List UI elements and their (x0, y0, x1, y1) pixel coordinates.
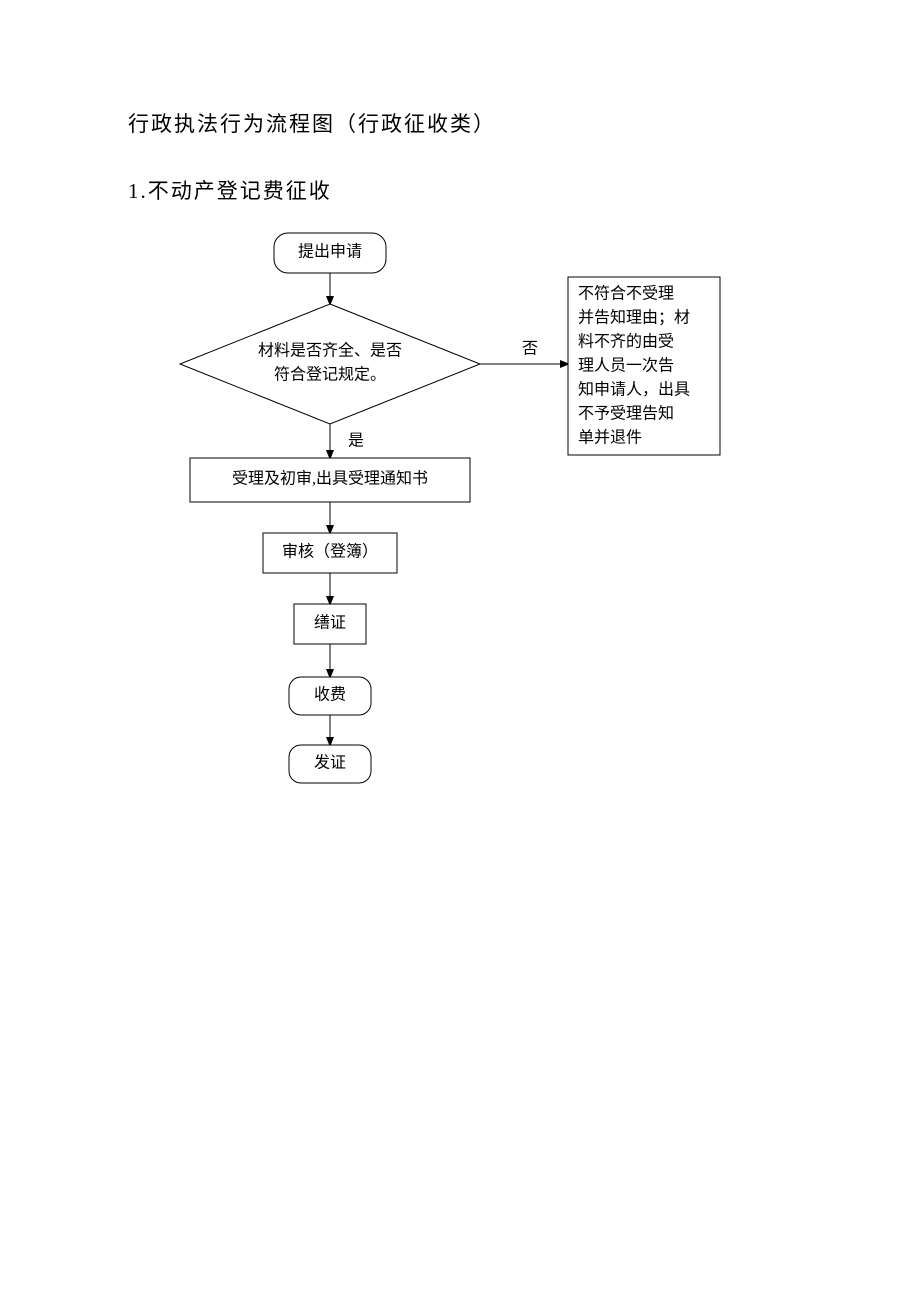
node-text-review-0: 审核（登簿） (282, 543, 378, 561)
node-text-reject-4: 知申请人，出具 (578, 381, 690, 399)
node-reject: 不符合不受理并告知理由；材料不齐的由受理人员一次告知申请人，出具不予受理告知单并… (568, 277, 720, 455)
node-text-decision-1: 符合登记规定。 (274, 366, 386, 384)
node-text-reject-5: 不予受理告知 (578, 405, 674, 423)
node-text-decision-0: 材料是否齐全、是否 (258, 342, 402, 360)
node-decision: 材料是否齐全、是否符合登记规定。 (180, 304, 480, 424)
node-text-reject-0: 不符合不受理 (578, 285, 674, 303)
flowchart-canvas: 是否 提出申请材料是否齐全、是否符合登记规定。不符合不受理并告知理由；材料不齐的… (0, 0, 920, 1301)
node-text-reject-3: 理人员一次告 (578, 357, 674, 375)
node-cert: 缮证 (294, 604, 366, 644)
node-text-fee-0: 收费 (314, 686, 346, 704)
node-text-reject-6: 单并退件 (578, 429, 642, 447)
node-text-issue-0: 发证 (314, 754, 346, 772)
node-accept: 受理及初审,出具受理通知书 (190, 458, 470, 502)
node-review: 审核（登簿） (263, 533, 397, 573)
node-start: 提出申请 (274, 233, 386, 273)
node-text-reject-2: 料不齐的由受 (578, 333, 674, 351)
node-fee: 收费 (289, 677, 371, 715)
edge-label-decision-accept: 是 (348, 433, 364, 450)
edge-label-decision-reject: 否 (522, 341, 538, 358)
node-text-accept-0: 受理及初审,出具受理通知书 (232, 470, 428, 488)
node-text-cert-0: 缮证 (314, 614, 346, 632)
node-text-start-0: 提出申请 (298, 243, 362, 261)
node-text-reject-1: 并告知理由；材 (578, 309, 690, 327)
node-issue: 发证 (289, 745, 371, 783)
